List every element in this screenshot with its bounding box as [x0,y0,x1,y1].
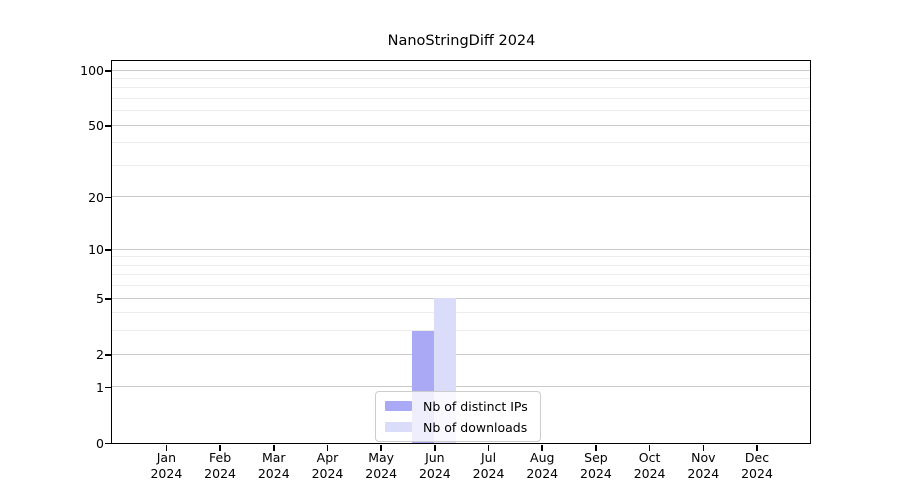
major-gridline-20 [112,196,810,198]
minor-gridline-80 [112,87,810,89]
minor-gridline-70 [112,98,810,100]
x-tick-label-aug: Aug 2024 [514,450,570,481]
minor-gridline-7 [112,274,810,276]
x-tick-may [380,445,382,452]
plot-area: Nb of distinct IPs Nb of downloads [111,60,811,444]
y-tick-10 [104,249,111,251]
minor-gridline-9 [112,256,810,258]
x-tick-month: Oct [638,450,661,466]
y-tick-label-5: 5 [96,290,104,306]
x-tick-nov [702,445,705,452]
legend-swatch-downloads [385,422,412,432]
legend-label-downloads: Nb of downloads [423,419,528,435]
x-tick-year: 2024 [687,465,720,481]
x-tick-year: 2024 [365,465,398,481]
x-tick-month: Apr [316,450,339,466]
x-tick-mar [273,445,275,452]
x-tick-year: 2024 [150,465,183,481]
x-tick-month: Aug [530,450,555,466]
legend-item-downloads: Nb of downloads [385,419,532,435]
x-tick-month: Jun [425,450,445,466]
x-tick-jan [165,445,168,452]
x-tick-aug [541,445,543,452]
major-gridline-1 [112,386,810,388]
minor-gridline-4 [112,312,810,314]
x-tick-apr [326,445,329,452]
x-tick-year: 2024 [204,465,236,481]
y-tick-label-1: 1 [96,379,104,395]
minor-gridline-30 [112,165,810,166]
x-tick-month: May [368,450,395,466]
x-tick-label-dec: Dec 2024 [729,450,785,481]
y-tick-0 [104,442,111,445]
x-tick-year: 2024 [526,465,559,481]
y-tick-20 [104,196,111,199]
x-tick-month: Nov [691,450,716,466]
x-tick-month: Jan [156,450,177,466]
x-tick-month: Mar [261,450,286,466]
x-tick-label-feb: Feb 2024 [192,450,248,481]
x-tick-month: Sep [584,450,608,466]
x-tick-sep [595,445,597,452]
y-tick-100 [104,70,111,72]
x-tick-feb [219,445,221,452]
x-tick-jun [434,445,436,452]
legend-item-distinct-ips: Nb of distinct IPs [385,398,532,414]
minor-gridline-3 [112,330,810,332]
x-tick-month: Dec [744,450,770,466]
y-tick-label-0: 0 [96,435,104,451]
x-tick-label-jan: Jan 2024 [138,450,194,481]
y-tick-1 [104,386,111,389]
x-tick-year: 2024 [472,465,505,481]
x-tick-label-apr: Apr 2024 [299,450,355,481]
legend-label-distinct-ips: Nb of distinct IPs [423,398,528,414]
x-tick-label-oct: Oct 2024 [622,450,678,481]
x-tick-year: 2024 [257,465,290,481]
x-tick-year: 2024 [311,465,344,481]
x-tick-label-mar: Mar 2024 [246,450,302,481]
y-tick-5 [104,298,111,300]
x-tick-label-nov: Nov 2024 [675,450,731,481]
x-tick-jul [487,445,490,452]
major-gridline-2 [112,353,810,355]
y-tick-50 [104,125,111,127]
major-gridline-5 [112,297,810,299]
y-tick-label-2: 2 [96,346,104,362]
x-tick-year: 2024 [633,465,666,481]
major-gridline-50 [112,124,810,126]
x-tick-label-sep: Sep 2024 [568,450,624,481]
minor-gridline-90 [112,77,810,79]
x-tick-year: 2024 [580,465,612,481]
x-tick-month: Jul [480,450,497,466]
x-tick-label-jul: Jul 2024 [461,450,517,481]
minor-gridline-60 [112,110,810,112]
major-gridline-10 [112,248,810,250]
chart-title: NanoStringDiff 2024 [387,33,536,49]
legend: Nb of distinct IPs Nb of downloads [375,391,541,442]
minor-gridline-8 [112,264,810,266]
major-gridline-100 [112,69,810,71]
minor-gridline-6 [112,285,810,287]
y-tick-2 [104,354,111,356]
x-tick-year: 2024 [741,465,773,481]
x-tick-month: Feb [209,450,232,466]
minor-gridline-40 [112,142,810,144]
y-tick-label-50: 50 [88,117,104,133]
x-tick-label-may: May 2024 [353,450,409,481]
x-tick-oct [648,445,651,452]
x-tick-label-jun: Jun 2024 [407,450,463,481]
x-tick-year: 2024 [418,465,451,481]
x-tick-dec [756,445,758,452]
y-tick-label-20: 20 [88,189,104,205]
y-tick-label-10: 10 [88,241,104,257]
legend-swatch-distinct-ips [385,401,412,411]
y-tick-label-100: 100 [80,62,104,78]
